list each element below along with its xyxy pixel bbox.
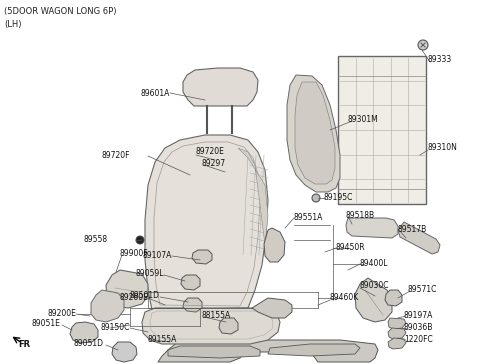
Text: 89200E: 89200E: [47, 309, 76, 318]
Text: 89450R: 89450R: [336, 244, 366, 253]
Polygon shape: [70, 322, 98, 343]
Circle shape: [418, 40, 428, 50]
Polygon shape: [112, 342, 137, 362]
Polygon shape: [168, 346, 260, 358]
Polygon shape: [287, 75, 340, 192]
Text: 89297: 89297: [202, 159, 226, 169]
Text: 89518B: 89518B: [345, 210, 374, 219]
Polygon shape: [183, 68, 258, 106]
Text: 89310N: 89310N: [428, 143, 458, 153]
Circle shape: [312, 194, 320, 202]
Text: 89036B: 89036B: [404, 324, 433, 332]
Text: 89601A: 89601A: [141, 88, 170, 98]
Text: 89107A: 89107A: [143, 250, 172, 260]
Text: 89571C: 89571C: [408, 285, 437, 294]
Polygon shape: [264, 228, 285, 262]
Text: 89260E: 89260E: [119, 293, 148, 302]
Polygon shape: [295, 82, 335, 184]
Text: 88155A: 88155A: [202, 312, 231, 320]
Text: 89301M: 89301M: [348, 115, 379, 124]
Text: 89900F: 89900F: [120, 249, 149, 258]
Polygon shape: [355, 278, 392, 322]
Text: 89155A: 89155A: [148, 336, 178, 344]
Text: 89150C: 89150C: [101, 324, 130, 332]
Polygon shape: [145, 135, 268, 310]
Text: 89551A: 89551A: [294, 214, 324, 222]
Text: 89400L: 89400L: [360, 260, 388, 269]
Polygon shape: [268, 344, 360, 356]
Polygon shape: [192, 250, 212, 264]
Text: 89517B: 89517B: [398, 226, 427, 234]
Polygon shape: [142, 308, 280, 344]
Polygon shape: [238, 148, 268, 245]
Polygon shape: [252, 298, 292, 318]
Text: 89051D: 89051D: [74, 340, 104, 348]
Text: 89501D: 89501D: [130, 292, 160, 301]
Polygon shape: [385, 290, 402, 306]
Polygon shape: [219, 318, 238, 334]
Polygon shape: [91, 290, 124, 322]
Polygon shape: [183, 298, 202, 312]
Text: 89059L: 89059L: [135, 269, 164, 278]
Text: 89720F: 89720F: [101, 150, 130, 159]
Circle shape: [136, 236, 144, 244]
Text: (5DOOR WAGON LONG 6P)
(LH): (5DOOR WAGON LONG 6P) (LH): [4, 7, 117, 28]
Text: 89030C: 89030C: [360, 281, 389, 290]
Polygon shape: [181, 275, 200, 290]
Polygon shape: [388, 318, 406, 329]
Text: 89197A: 89197A: [404, 310, 433, 320]
Polygon shape: [388, 338, 406, 349]
Text: FR: FR: [18, 340, 30, 349]
Text: 89333: 89333: [428, 55, 452, 64]
Text: 89195C: 89195C: [324, 194, 353, 202]
Bar: [338, 56, 426, 204]
Text: 89720E: 89720E: [195, 147, 224, 157]
Polygon shape: [398, 222, 440, 254]
Text: 89051E: 89051E: [31, 320, 60, 328]
Polygon shape: [388, 328, 406, 339]
Text: 89460K: 89460K: [330, 293, 359, 302]
Polygon shape: [106, 270, 148, 308]
Text: 1220FC: 1220FC: [404, 336, 433, 344]
Polygon shape: [346, 218, 398, 238]
Text: 89558: 89558: [84, 236, 108, 245]
Polygon shape: [158, 340, 378, 362]
